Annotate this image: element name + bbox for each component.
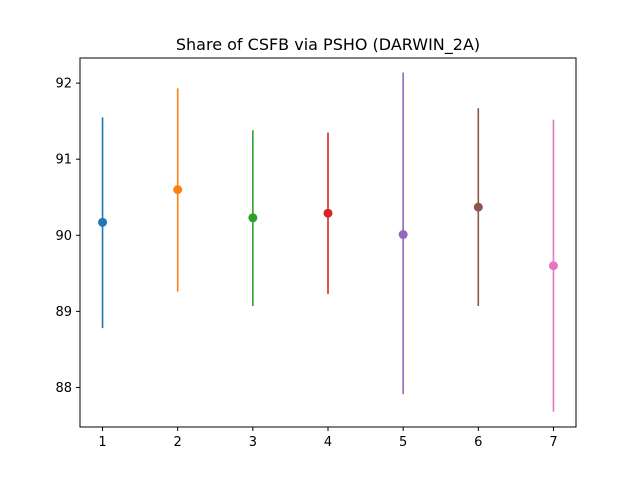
mean-marker [248,213,258,223]
y-tick-label: 90 [55,229,72,244]
series-point-5 [398,72,408,395]
series-point-7 [548,119,558,412]
series-point-3 [248,130,258,307]
mean-marker [473,202,483,212]
series-point-6 [473,108,483,307]
mean-marker [548,261,558,271]
chart-title: Share of CSFB via PSHO (DARWIN_2A) [176,35,480,55]
x-tick-label: 6 [474,435,482,450]
x-tick-label: 4 [324,435,332,450]
x-tick-label: 2 [174,435,182,450]
series-point-2 [173,88,183,292]
plot-marks [98,72,558,412]
y-tick-label: 91 [55,153,72,168]
y-tick-label: 92 [55,77,72,92]
x-tick-label: 1 [98,435,106,450]
x-tick-label: 7 [549,435,557,450]
mean-marker [398,230,408,240]
axes: 1 2 3 4 5 6 7 88 89 90 91 92 [55,57,577,450]
mean-marker [98,217,108,227]
mean-marker [173,185,183,195]
x-tick-label: 3 [249,435,257,450]
y-tick-label: 88 [55,381,72,396]
mean-marker [323,208,333,218]
series-point-1 [98,117,108,329]
y-tick-label: 89 [55,305,72,320]
x-tick-label: 5 [399,435,407,450]
series-point-4 [323,132,333,294]
